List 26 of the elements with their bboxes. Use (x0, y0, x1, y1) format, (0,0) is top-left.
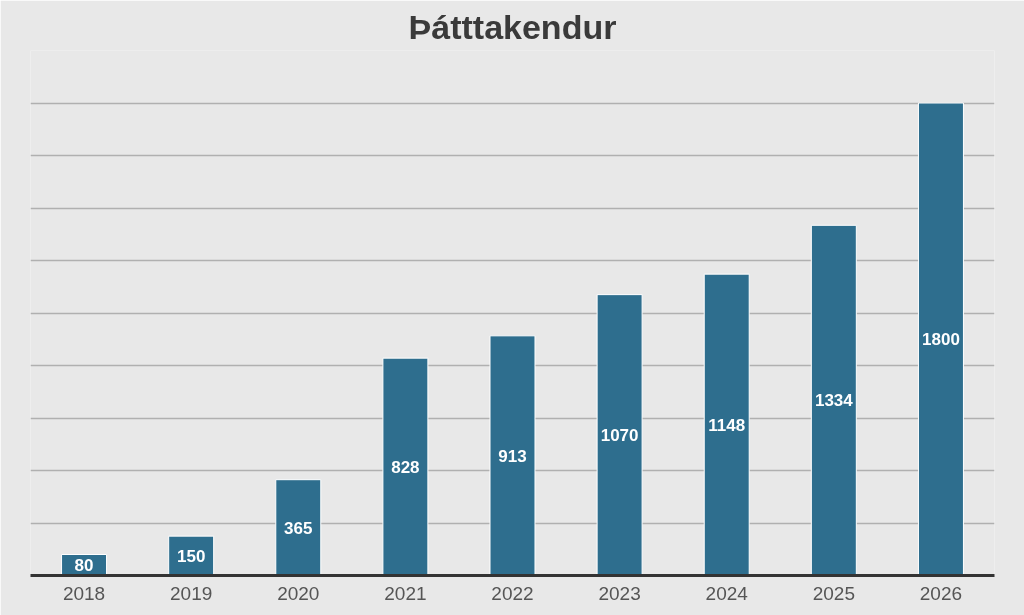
data-label: 150 (176, 546, 206, 566)
x-tick-label: 2025 (812, 582, 855, 604)
data-label: 1800 (922, 330, 960, 350)
x-tick-label: 2023 (598, 582, 641, 604)
data-label: 80 (74, 556, 94, 575)
bar (703, 273, 750, 576)
x-tick-label: 2018 (62, 582, 106, 604)
bar (810, 224, 857, 576)
x-tick-label: 2020 (277, 582, 320, 604)
chart-title: Þátttakendur (408, 7, 617, 46)
bar (917, 102, 964, 576)
data-label: 828 (391, 457, 420, 477)
x-tick-label: 2019 (170, 582, 213, 604)
data-label: 1148 (708, 415, 746, 435)
data-label: 1070 (600, 426, 639, 446)
data-label: 1334 (814, 391, 854, 411)
x-tick-label: 2022 (491, 582, 534, 604)
data-label: 913 (498, 446, 527, 466)
x-tick-label: 2026 (919, 582, 963, 604)
x-tick-label: 2021 (384, 582, 427, 604)
bar (596, 294, 643, 576)
bar (382, 357, 429, 576)
bar (489, 335, 536, 576)
bar (275, 479, 322, 576)
x-tick-label: 2024 (705, 582, 749, 604)
data-label: 365 (284, 518, 313, 538)
